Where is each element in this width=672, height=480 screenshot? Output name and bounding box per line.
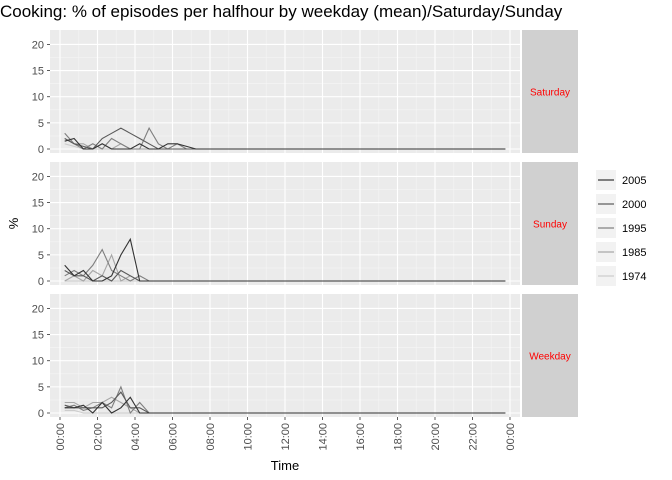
y-tick-label: 15 xyxy=(32,198,44,210)
facet-strip-label: Sunday xyxy=(533,220,567,231)
x-tick-label: 06:00 xyxy=(168,423,180,451)
y-tick-label: 20 xyxy=(32,39,44,51)
x-tick-label: 00:00 xyxy=(55,423,67,451)
x-tick-label: 08:00 xyxy=(205,423,217,451)
y-tick-label: 5 xyxy=(38,250,44,262)
x-axis-title: Time xyxy=(271,458,299,473)
y-tick-label: 10 xyxy=(32,356,44,368)
legend-label: 1974 xyxy=(622,271,646,283)
facet-strip-label: Saturday xyxy=(530,88,570,99)
y-tick-label: 10 xyxy=(32,92,44,104)
facet-strip-label: Weekday xyxy=(529,352,571,363)
y-tick-label: 10 xyxy=(32,224,44,236)
series-line-2005 xyxy=(64,137,506,150)
x-tick-label: 14:00 xyxy=(318,423,330,451)
facet-strip xyxy=(522,294,578,417)
y-tick-label: 5 xyxy=(38,118,44,130)
facet-strip xyxy=(522,162,578,285)
y-tick-label: 5 xyxy=(38,382,44,394)
y-axis-title: % xyxy=(6,217,21,229)
series-line-2005 xyxy=(64,396,506,414)
x-tick-label: 18:00 xyxy=(393,423,405,451)
series-line-2005 xyxy=(64,237,506,282)
x-tick-label: 04:00 xyxy=(130,423,142,451)
y-tick-label: 20 xyxy=(32,303,44,315)
y-tick-label: 15 xyxy=(32,66,44,78)
x-tick-label: 22:00 xyxy=(468,423,480,451)
x-tick-label: 02:00 xyxy=(93,423,105,451)
legend-label: 2000 xyxy=(622,199,646,211)
legend-label: 2005 xyxy=(622,175,646,187)
y-tick-label: 20 xyxy=(32,171,44,183)
x-tick-label: 20:00 xyxy=(430,423,442,451)
y-tick-label: 0 xyxy=(38,144,44,156)
chart-title: Cooking: % of episodes per halfhour by w… xyxy=(0,2,563,21)
y-tick-label: 0 xyxy=(38,276,44,288)
x-tick-label: 16:00 xyxy=(355,423,367,451)
y-tick-label: 15 xyxy=(32,330,44,342)
facet-strip xyxy=(522,30,578,153)
legend-label: 1995 xyxy=(622,223,646,235)
x-tick-label: 00:00 xyxy=(505,423,517,451)
x-tick-label: 10:00 xyxy=(243,423,255,451)
x-tick-label: 12:00 xyxy=(280,423,292,451)
legend-label: 1985 xyxy=(622,247,646,259)
y-tick-label: 0 xyxy=(38,408,44,420)
